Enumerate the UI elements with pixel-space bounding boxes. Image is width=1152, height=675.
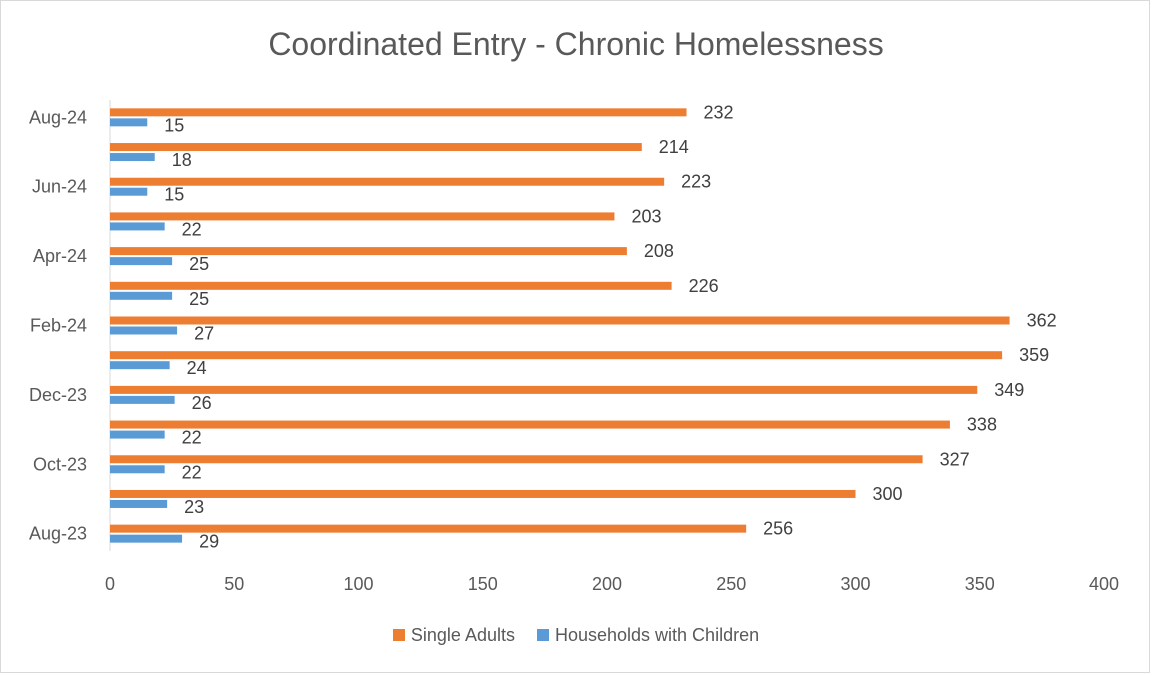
data-label-single-adults: 214	[659, 137, 689, 157]
bar-single-adults	[110, 177, 665, 186]
data-label-single-adults: 338	[967, 415, 997, 435]
data-label-single-adults: 362	[1027, 311, 1057, 331]
data-label-single-adults: 232	[704, 102, 734, 122]
data-label-households-with-children: 22	[182, 219, 202, 239]
x-tick-label: 400	[1089, 574, 1119, 594]
legend-item-single-adults: Single Adults	[392, 624, 515, 646]
bar-households-with-children	[110, 361, 170, 370]
chart-title: Coordinated Entry - Chronic Homelessness	[268, 26, 884, 62]
y-tick-label: Aug-24	[29, 107, 87, 127]
y-tick-label: Dec-23	[29, 385, 87, 405]
bar-households-with-children	[110, 430, 165, 439]
x-tick-label: 200	[592, 574, 622, 594]
bar-households-with-children	[110, 395, 175, 404]
data-label-households-with-children: 26	[192, 393, 212, 413]
y-tick-label: Apr-24	[33, 246, 87, 266]
bar-single-adults	[110, 420, 950, 429]
bar-single-adults	[110, 455, 923, 464]
y-tick-label: Aug-23	[29, 524, 87, 544]
data-label-households-with-children: 25	[189, 289, 209, 309]
bar-households-with-children	[110, 534, 183, 543]
x-tick-label: 150	[468, 574, 498, 594]
legend-label-single-adults: Single Adults	[410, 624, 515, 645]
x-tick-label: 0	[105, 574, 115, 594]
x-tick-label: 350	[965, 574, 995, 594]
bar-households-with-children	[110, 326, 178, 335]
bar-single-adults	[110, 247, 627, 256]
bar-households-with-children	[110, 187, 148, 196]
data-label-single-adults: 327	[940, 449, 970, 469]
bar-households-with-children	[110, 499, 168, 508]
bar-households-with-children	[110, 153, 155, 162]
bar-households-with-children	[110, 222, 165, 231]
data-label-single-adults: 203	[631, 206, 661, 226]
bar-households-with-children	[110, 118, 148, 127]
data-label-households-with-children: 18	[172, 150, 192, 170]
legend-label-households-with-children: Households with Children	[554, 624, 760, 645]
data-label-single-adults: 223	[681, 172, 711, 192]
x-tick-label: 300	[840, 574, 870, 594]
bar-households-with-children	[110, 257, 173, 266]
bar-households-with-children	[110, 291, 173, 300]
y-tick-label: Feb-24	[30, 316, 87, 336]
data-label-households-with-children: 15	[164, 115, 184, 135]
bar-households-with-children	[110, 465, 165, 474]
data-label-single-adults: 349	[994, 380, 1024, 400]
data-label-households-with-children: 29	[199, 532, 219, 552]
x-tick-label: 50	[224, 574, 244, 594]
x-tick-label: 100	[343, 574, 373, 594]
data-label-single-adults: 300	[873, 484, 903, 504]
bar-single-adults	[110, 351, 1003, 360]
bar-single-adults	[110, 385, 978, 394]
data-label-single-adults: 359	[1019, 345, 1049, 365]
y-tick-label: Jun-24	[32, 177, 87, 197]
data-label-households-with-children: 24	[187, 358, 207, 378]
bar-single-adults	[110, 524, 747, 533]
data-label-single-adults: 208	[644, 241, 674, 261]
bar-single-adults	[110, 212, 615, 221]
data-label-single-adults: 226	[689, 276, 719, 296]
legend-swatch-households-with-children	[536, 629, 549, 641]
data-label-households-with-children: 22	[182, 428, 202, 448]
bar-single-adults	[110, 108, 687, 117]
legend: Single Adults Households with Children	[0, 623, 1152, 647]
data-label-households-with-children: 23	[184, 497, 204, 517]
bar-single-adults	[110, 281, 672, 290]
data-label-single-adults: 256	[763, 519, 793, 539]
data-label-households-with-children: 25	[189, 254, 209, 274]
data-label-households-with-children: 15	[164, 185, 184, 205]
data-label-households-with-children: 22	[182, 462, 202, 482]
x-tick-label: 250	[716, 574, 746, 594]
bar-single-adults	[110, 316, 1010, 325]
y-tick-label: Oct-23	[33, 454, 87, 474]
bar-single-adults	[110, 489, 856, 498]
legend-swatch-single-adults	[392, 629, 405, 641]
legend-item-households-with-children: Households with Children	[536, 624, 760, 646]
bar-single-adults	[110, 143, 642, 152]
data-label-households-with-children: 27	[194, 324, 214, 344]
